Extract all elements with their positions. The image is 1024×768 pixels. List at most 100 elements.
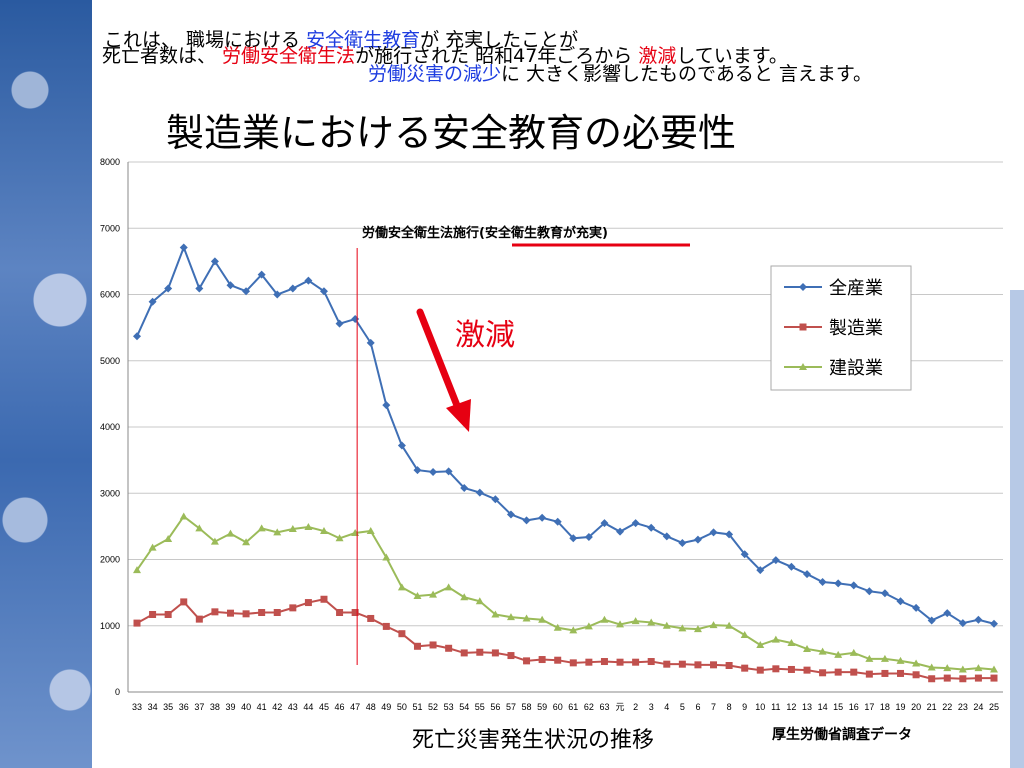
x-tick-label: 12 xyxy=(786,702,796,712)
legend-label: 建設業 xyxy=(829,358,883,379)
data-point xyxy=(600,519,609,528)
data-point xyxy=(242,287,251,296)
x-tick-label: 51 xyxy=(412,702,422,712)
data-point xyxy=(662,621,671,629)
data-point xyxy=(460,593,469,601)
data-point xyxy=(538,513,547,522)
caption-line3: 労働災害の減少に 大きく影響したものであると 言えます。 xyxy=(368,63,873,85)
x-tick-label: 33 xyxy=(132,702,142,712)
data-point xyxy=(834,650,843,658)
x-tick-label: 16 xyxy=(849,702,859,712)
data-point xyxy=(304,523,313,531)
x-tick-label: 45 xyxy=(319,702,329,712)
data-point xyxy=(351,609,359,616)
data-point xyxy=(398,630,406,638)
data-point xyxy=(507,652,515,660)
data-point xyxy=(553,623,562,631)
x-tick-label: 10 xyxy=(755,702,765,712)
x-tick-label: 43 xyxy=(288,702,298,712)
data-point xyxy=(600,658,608,666)
data-point xyxy=(616,658,624,666)
x-tick-label: 2 xyxy=(633,702,638,712)
x-tick-label: 19 xyxy=(896,702,906,712)
chart-caption: 死亡災害発生状況の推移 xyxy=(412,728,655,753)
data-point xyxy=(211,608,219,616)
x-tick-label: 44 xyxy=(303,702,313,712)
data-point xyxy=(912,671,920,679)
data-point xyxy=(288,284,297,293)
data-point xyxy=(771,556,780,565)
data-point xyxy=(304,599,312,607)
x-tick-label: 21 xyxy=(927,702,937,712)
data-point xyxy=(148,297,157,306)
data-point xyxy=(335,534,344,542)
data-point xyxy=(647,618,656,626)
x-tick-label: 13 xyxy=(802,702,812,712)
data-point xyxy=(257,270,266,279)
data-point xyxy=(787,562,796,571)
data-point xyxy=(460,483,469,492)
data-point xyxy=(569,659,577,667)
data-point xyxy=(834,579,843,588)
y-tick-label: 8000 xyxy=(100,157,120,167)
data-point xyxy=(725,621,734,629)
data-point xyxy=(258,609,266,616)
y-tick-label: 2000 xyxy=(100,555,120,565)
data-point xyxy=(460,649,468,657)
x-tick-label: 63 xyxy=(599,702,609,712)
x-tick-label: 39 xyxy=(225,702,235,712)
data-point xyxy=(897,669,905,677)
data-point xyxy=(320,595,328,603)
data-point xyxy=(694,661,702,669)
data-point xyxy=(226,609,234,617)
x-tick-label: 56 xyxy=(490,702,500,712)
data-point xyxy=(210,537,219,545)
data-point xyxy=(413,591,422,599)
x-tick-label: 14 xyxy=(818,702,828,712)
data-point xyxy=(974,615,983,624)
data-point xyxy=(896,597,905,606)
data-point xyxy=(429,641,437,649)
data-point xyxy=(927,616,936,625)
data-point xyxy=(242,538,251,546)
data-point xyxy=(367,614,375,622)
data-point xyxy=(616,620,625,628)
data-point xyxy=(523,657,531,665)
x-tick-label: 61 xyxy=(568,702,578,712)
data-point xyxy=(382,622,390,630)
y-tick-label: 5000 xyxy=(100,356,120,366)
data-point xyxy=(787,638,796,646)
data-point xyxy=(382,401,391,410)
data-point xyxy=(943,674,951,682)
data-point xyxy=(149,610,157,618)
data-point xyxy=(319,287,328,296)
data-point xyxy=(242,610,250,618)
data-point xyxy=(273,290,282,299)
x-tick-label: 5 xyxy=(680,702,685,712)
data-point xyxy=(164,284,173,293)
legend-marker xyxy=(799,283,807,291)
data-point xyxy=(709,528,718,537)
data-point xyxy=(958,665,967,673)
data-point xyxy=(741,664,749,672)
data-point xyxy=(444,583,453,591)
data-point xyxy=(818,647,827,655)
data-point xyxy=(818,578,827,587)
data-point xyxy=(148,543,157,551)
data-point xyxy=(678,624,687,632)
data-point xyxy=(740,550,749,559)
data-point xyxy=(366,527,375,535)
data-point xyxy=(756,640,765,648)
data-point xyxy=(663,660,671,668)
data-point xyxy=(336,609,344,616)
x-tick-label: 62 xyxy=(584,702,594,712)
data-point xyxy=(880,654,889,662)
data-point xyxy=(133,332,141,341)
x-tick-label: 22 xyxy=(942,702,952,712)
legend-label: 製造業 xyxy=(829,318,883,339)
x-tick-label: 49 xyxy=(381,702,391,712)
data-point xyxy=(943,664,952,672)
data-point xyxy=(288,525,297,533)
data-point xyxy=(990,674,998,682)
